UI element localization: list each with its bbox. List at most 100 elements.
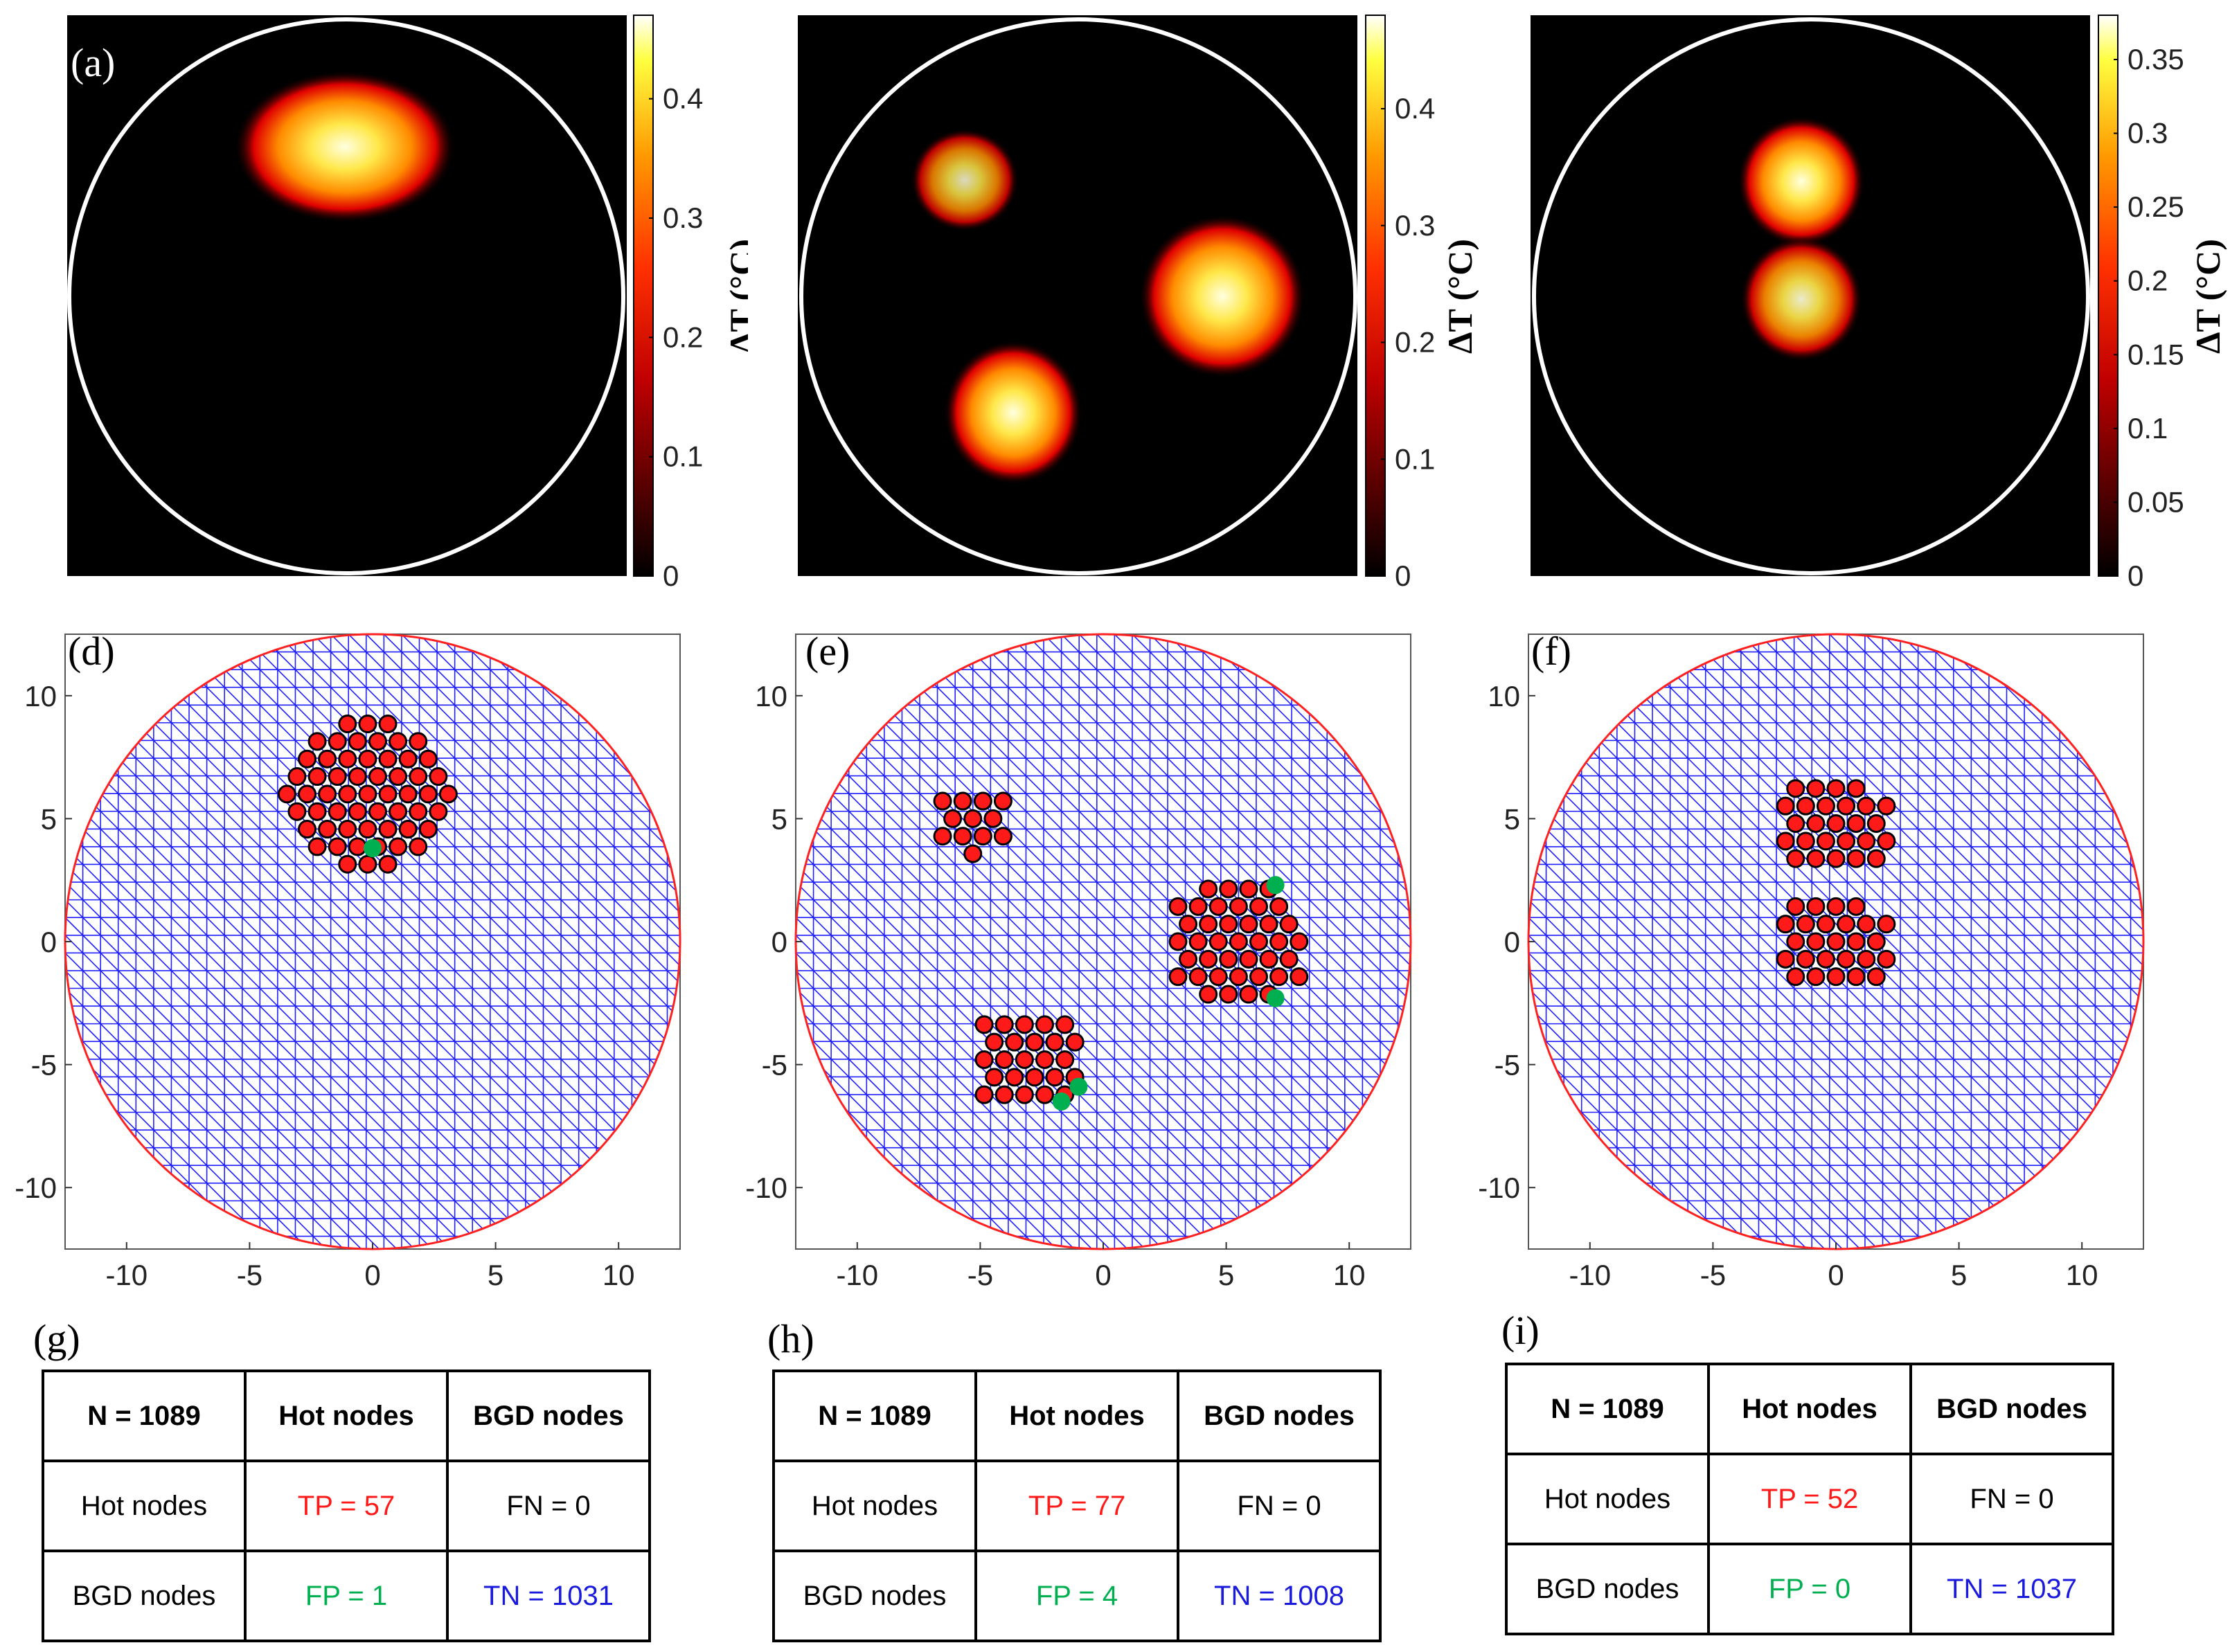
fp-cell: FP = 0 [1707, 1543, 1912, 1635]
row-label: BGD nodes [772, 1550, 977, 1642]
colorbar-ticks: 0 0.1 0.2 0.3 0.4 [1381, 92, 1435, 589]
hot-node-point [1857, 949, 1876, 969]
colorbar [2098, 15, 2118, 577]
hot-node-point [1229, 967, 1248, 987]
hot-node-point [1168, 967, 1188, 987]
hot-node-point [358, 715, 377, 734]
y-tick-label: 10 [24, 680, 57, 712]
y-tick-label: 5 [41, 802, 57, 835]
x-tick-label: 0 [1828, 1259, 1844, 1291]
y-tick-label: -10 [745, 1171, 787, 1204]
mesh-panel-e: -10 -5 0 5 10 10 5 0 -5 -10 (e) [745, 629, 1412, 1291]
y-tick-label: 10 [1488, 680, 1520, 712]
hot-node-point [338, 854, 357, 874]
hot-node-point [953, 827, 972, 846]
fn-cell: FN = 0 [1909, 1453, 2114, 1545]
hot-node-point [1208, 967, 1228, 987]
hot-node-point [963, 809, 983, 828]
hot-node-point [1776, 949, 1795, 969]
colorbar [633, 15, 654, 577]
hot-node-point [409, 802, 428, 821]
colorbar-tick-label: 0.25 [2128, 190, 2184, 223]
colorbar-tick-label: 0.1 [2128, 412, 2168, 445]
hot-node-point [429, 767, 448, 787]
hot-node-point [1786, 779, 1805, 798]
hot-node-point [1188, 897, 1208, 916]
hot-node-point [985, 1032, 1004, 1052]
hot-node-point [277, 784, 296, 804]
hot-node-point [368, 732, 387, 751]
hot-node-point [1866, 849, 1886, 868]
tn-cell: TN = 1008 [1177, 1550, 1382, 1642]
tp-cell: TP = 52 [1707, 1453, 1912, 1545]
triangular-mesh [65, 634, 680, 1249]
hot-spot [1740, 237, 1862, 361]
colorbar-tick-label: 0.35 [2128, 43, 2184, 75]
hot-node-point [973, 791, 992, 811]
hot-node-point [1269, 897, 1289, 916]
colorbar-tick-label: 0.2 [1395, 326, 1435, 359]
hot-node-point [1188, 932, 1208, 951]
header-cell: Hot nodes [1707, 1363, 1912, 1455]
hot-nodes [933, 791, 1309, 1111]
x-tick-label: 10 [1333, 1259, 1366, 1291]
hot-node-point [1816, 832, 1835, 851]
x-tick-label: 0 [1095, 1259, 1111, 1291]
hot-node-point [1055, 1050, 1075, 1069]
hot-node-point [378, 854, 398, 874]
hot-node-point [1837, 796, 1856, 816]
hot-node-point [1837, 832, 1856, 851]
hot-node-point [1005, 1032, 1024, 1052]
hot-node-point [1837, 949, 1856, 969]
hot-node-point [1796, 796, 1815, 816]
colorbar-tick-label: 0.15 [2128, 338, 2184, 370]
hot-node-point [973, 827, 992, 846]
hot-node-point [1199, 915, 1218, 934]
hot-node-point [378, 715, 398, 734]
hot-node-point [1816, 796, 1835, 816]
hot-node-point [318, 784, 337, 804]
hot-node-point [1208, 897, 1228, 916]
hot-node-point [974, 1085, 994, 1104]
x-tick-label: 0 [364, 1259, 380, 1291]
mesh-edges [796, 634, 1411, 1249]
hot-node-point [953, 791, 972, 811]
colorbar-tick-label: 0.4 [1395, 92, 1435, 125]
hot-node-point [1259, 949, 1278, 969]
hot-node-point [1826, 849, 1846, 868]
hot-node-point [348, 767, 367, 787]
y-tick-label: 0 [41, 926, 57, 958]
colorbar-tick-label: 0 [663, 559, 679, 589]
panel-label: (d) [68, 629, 115, 674]
heatmap-panel-b: (b) 0 0.1 0.2 0.3 0.4 ΔT (°C) [798, 15, 1479, 589]
hot-node-point [1877, 832, 1896, 851]
hot-node-point [1188, 967, 1208, 987]
hot-spot [911, 129, 1019, 231]
hot-node-point [1796, 949, 1815, 969]
false-positive-point [1266, 989, 1285, 1007]
hot-node-point [1826, 779, 1846, 798]
hot-spot [944, 341, 1082, 485]
colorbar-tick-label: 0.05 [2128, 485, 2184, 518]
hot-node-point [1005, 1068, 1024, 1087]
heatmap-panel-c: (c) 0 0.05 0.1 0.15 0.2 0.25 0.3 0.35 ΔT (°C) [1531, 15, 2227, 589]
hot-node-point [1837, 915, 1856, 934]
hot-node-point [1786, 897, 1805, 916]
hot-node-point [1846, 779, 1866, 798]
hot-node-point [1826, 967, 1846, 987]
hot-node-point [409, 767, 428, 787]
domain-boundary [799, 17, 1357, 575]
colorbar [1365, 15, 1386, 577]
hot-node-point [1846, 849, 1866, 868]
hot-node-point [298, 820, 317, 839]
hot-node-point [1249, 967, 1268, 987]
hot-node-point [1168, 932, 1188, 951]
row-label: Hot nodes [1505, 1453, 1710, 1545]
y-tick-label: -5 [1495, 1049, 1520, 1081]
hot-node-point [1796, 915, 1815, 934]
colorbar-tick-label: 0 [1395, 559, 1411, 589]
hot-node-point [1015, 1085, 1034, 1104]
hot-node-point [1776, 832, 1795, 851]
colorbar-tick-label: 0.2 [2128, 264, 2168, 297]
y-tick-label: 0 [771, 926, 787, 958]
